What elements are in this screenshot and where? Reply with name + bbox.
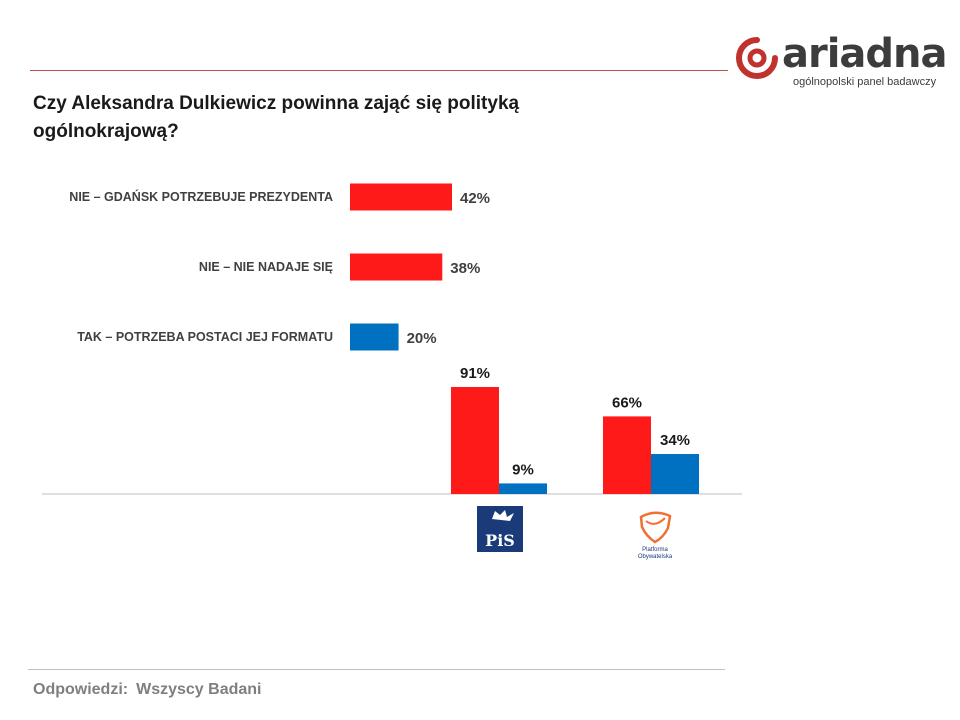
pis-logo-background [477, 506, 523, 552]
footer-value: Wszyscy Badani [136, 681, 262, 698]
vbar [451, 387, 499, 494]
hbar [350, 253, 443, 281]
hbar-value-label: 20% [407, 330, 437, 347]
hbar-value-label: 42% [460, 190, 490, 207]
platforma-heart-icon [639, 511, 672, 544]
pis-eagle-icon [492, 510, 514, 521]
platforma-logo-text: Platforma [642, 547, 668, 553]
brand-name: ariadna [782, 31, 948, 77]
vbar-value-label: 9% [512, 461, 534, 478]
platforma-check-icon [645, 517, 666, 525]
ariadna-logo: ariadna ogólnopolski panel badawczy [735, 34, 950, 90]
footer-divider [28, 669, 725, 670]
vbar-value-label: 66% [612, 394, 642, 411]
hbar-value-label: 38% [450, 260, 480, 277]
chart-question: Czy Aleksandra Dulkiewicz powinna zająć … [33, 93, 520, 142]
brand-tagline: ogólnopolski panel badawczy [793, 76, 937, 88]
footer-respondents: Odpowiedzi: Wszyscy Badani [33, 681, 262, 699]
ariadna-spiral-icon [736, 37, 778, 79]
pis-logo-text: PiS [485, 531, 515, 550]
header-divider [30, 70, 728, 71]
hbar-category-label: TAK – POTRZEBA POSTACI JEJ FORMATU [77, 330, 333, 344]
vbar [651, 454, 699, 494]
hbar [350, 183, 452, 211]
vbar-value-label: 91% [460, 365, 490, 382]
hbar-category-label: NIE – NIE NADAJE SIĘ [199, 260, 333, 274]
hbar-category-label: NIE – GDAŃSK POTRZEBUJE PREZYDENTA [69, 189, 333, 204]
vbar [499, 483, 547, 494]
hbar [350, 323, 399, 351]
vbar [603, 416, 651, 494]
vbar-value-label: 34% [660, 432, 690, 449]
platforma-logo-text: Obywatelska [638, 554, 673, 560]
footer-label: Odpowiedzi: [33, 681, 129, 698]
